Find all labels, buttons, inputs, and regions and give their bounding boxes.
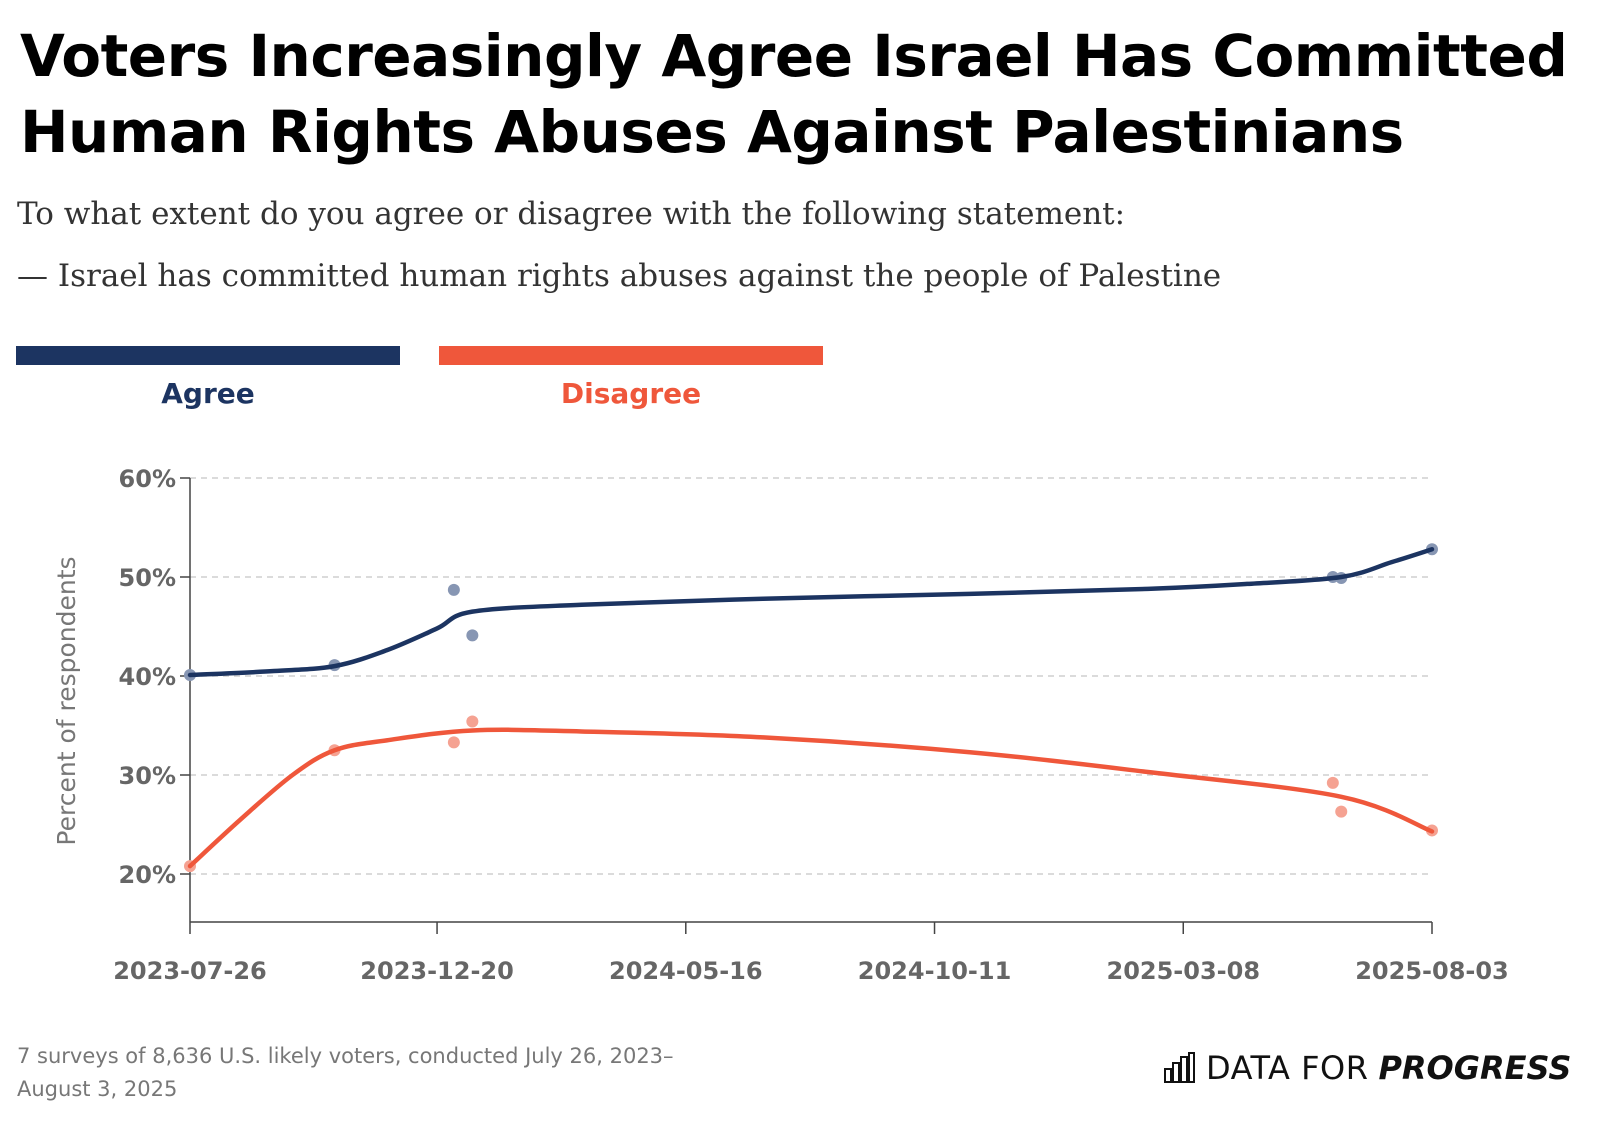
- y-tick-label: 60%: [119, 465, 176, 493]
- legend-label-agree: Agree: [161, 377, 255, 410]
- disagree-survey-point: [1335, 805, 1348, 818]
- chart-title: Voters Increasingly Agree Israel Has Com…: [20, 18, 1580, 170]
- legend-item-disagree: Disagree: [439, 346, 823, 410]
- bar-chart-logo-icon: [1164, 1052, 1195, 1083]
- line-chart: 20% 30% 40% 50% 60% 2023-07-26 2023-12-20 2024-…: [52, 465, 1509, 985]
- x-tick-label: 2025-03-08: [1107, 957, 1261, 985]
- legend-swatch-agree: [16, 346, 400, 365]
- survey-footnote-line-1: 7 surveys of 8,636 U.S. likely voters, c…: [17, 1044, 674, 1068]
- disagree-survey-point: [1326, 776, 1339, 789]
- data-for-progress-logo: DATA FOR PROGRESS: [1162, 1046, 1571, 1090]
- logo-text-data-for: DATA FOR: [1206, 1049, 1369, 1087]
- x-tick-label: 2024-05-16: [609, 957, 763, 985]
- chart-title-line-1: Voters Increasingly Agree Israel Has Com…: [20, 22, 1568, 90]
- y-axis-title: Percent of respondents: [52, 556, 81, 845]
- disagree-trend-line: [187, 727, 1435, 869]
- y-tick-label: 20%: [119, 861, 176, 889]
- x-tick-label: 2023-07-26: [113, 957, 267, 985]
- x-tick-label: 2024-10-11: [858, 957, 1012, 985]
- legend-label-disagree: Disagree: [560, 377, 702, 410]
- y-tick-label: 50%: [119, 564, 176, 592]
- survey-footnote-line-2: August 3, 2025: [17, 1077, 178, 1101]
- legend-swatch-disagree: [439, 346, 823, 365]
- y-tick-label: 30%: [119, 762, 176, 790]
- x-tick-label: 2023-12-20: [360, 957, 514, 985]
- agree-survey-point: [447, 583, 460, 596]
- y-tick-label: 40%: [119, 663, 176, 691]
- chart-title-line-2: Human Rights Abuses Against Palestinians: [20, 98, 1404, 166]
- survey-question-prompt: To what extent do you agree or disagree …: [17, 196, 1126, 232]
- x-tick-label: 2025-08-03: [1355, 957, 1509, 985]
- survey-question-statement: — Israel has committed human rights abus…: [17, 258, 1222, 294]
- disagree-survey-point: [466, 715, 479, 728]
- survey-footnote: 7 surveys of 8,636 U.S. likely voters, c…: [17, 1040, 817, 1106]
- legend-item-agree: Agree: [16, 346, 400, 410]
- agree-trend-line: [187, 547, 1435, 678]
- disagree-survey-point: [447, 736, 460, 749]
- agree-survey-point: [466, 629, 479, 642]
- logo-text-progress: PROGRESS: [1378, 1049, 1572, 1087]
